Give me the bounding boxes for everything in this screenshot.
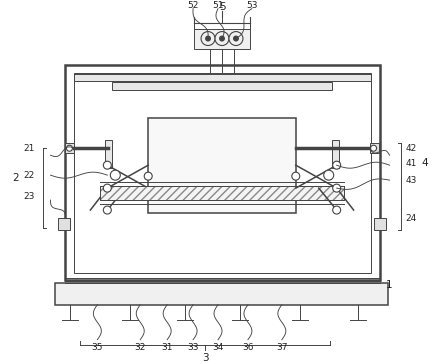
Circle shape <box>103 184 111 192</box>
Text: 32: 32 <box>135 343 146 352</box>
Bar <box>148 118 296 213</box>
Text: 43: 43 <box>406 176 417 185</box>
Text: 3: 3 <box>202 353 208 363</box>
Circle shape <box>215 32 229 46</box>
Circle shape <box>219 36 225 41</box>
Text: 34: 34 <box>212 343 224 352</box>
Circle shape <box>229 32 243 46</box>
Text: 53: 53 <box>246 1 258 10</box>
Text: 31: 31 <box>162 343 173 352</box>
Circle shape <box>292 172 300 180</box>
Bar <box>65 66 380 280</box>
Circle shape <box>333 206 341 214</box>
Bar <box>65 143 75 153</box>
Circle shape <box>333 161 341 169</box>
Circle shape <box>333 184 341 192</box>
Bar <box>56 283 388 305</box>
Circle shape <box>371 145 377 151</box>
Circle shape <box>324 170 334 180</box>
Bar <box>112 82 332 90</box>
Text: 21: 21 <box>23 144 34 153</box>
Text: 2: 2 <box>12 173 19 183</box>
Text: 33: 33 <box>187 343 199 352</box>
Text: 1: 1 <box>386 280 393 290</box>
Circle shape <box>103 161 111 169</box>
Bar <box>332 140 339 168</box>
Text: 35: 35 <box>91 343 103 352</box>
Text: 52: 52 <box>187 1 199 10</box>
Circle shape <box>110 170 120 180</box>
Text: 4: 4 <box>421 158 428 168</box>
Circle shape <box>205 36 211 41</box>
Bar <box>194 28 250 48</box>
Text: 36: 36 <box>242 343 254 352</box>
Circle shape <box>144 172 152 180</box>
Text: 24: 24 <box>406 214 417 222</box>
Text: 42: 42 <box>406 144 417 153</box>
Text: 41: 41 <box>406 159 417 168</box>
Text: 22: 22 <box>23 171 34 180</box>
Bar <box>75 75 371 82</box>
Bar <box>59 218 71 230</box>
Bar <box>100 186 344 200</box>
Bar <box>75 74 371 273</box>
Circle shape <box>233 36 239 41</box>
Text: 51: 51 <box>212 1 224 10</box>
Circle shape <box>201 32 215 46</box>
Bar <box>105 140 112 168</box>
Circle shape <box>103 206 111 214</box>
Text: 37: 37 <box>276 343 288 352</box>
Circle shape <box>67 145 72 151</box>
Bar <box>373 218 385 230</box>
Bar <box>369 143 379 153</box>
Text: 23: 23 <box>23 191 34 201</box>
Bar <box>100 186 344 200</box>
Text: 5: 5 <box>219 1 225 12</box>
